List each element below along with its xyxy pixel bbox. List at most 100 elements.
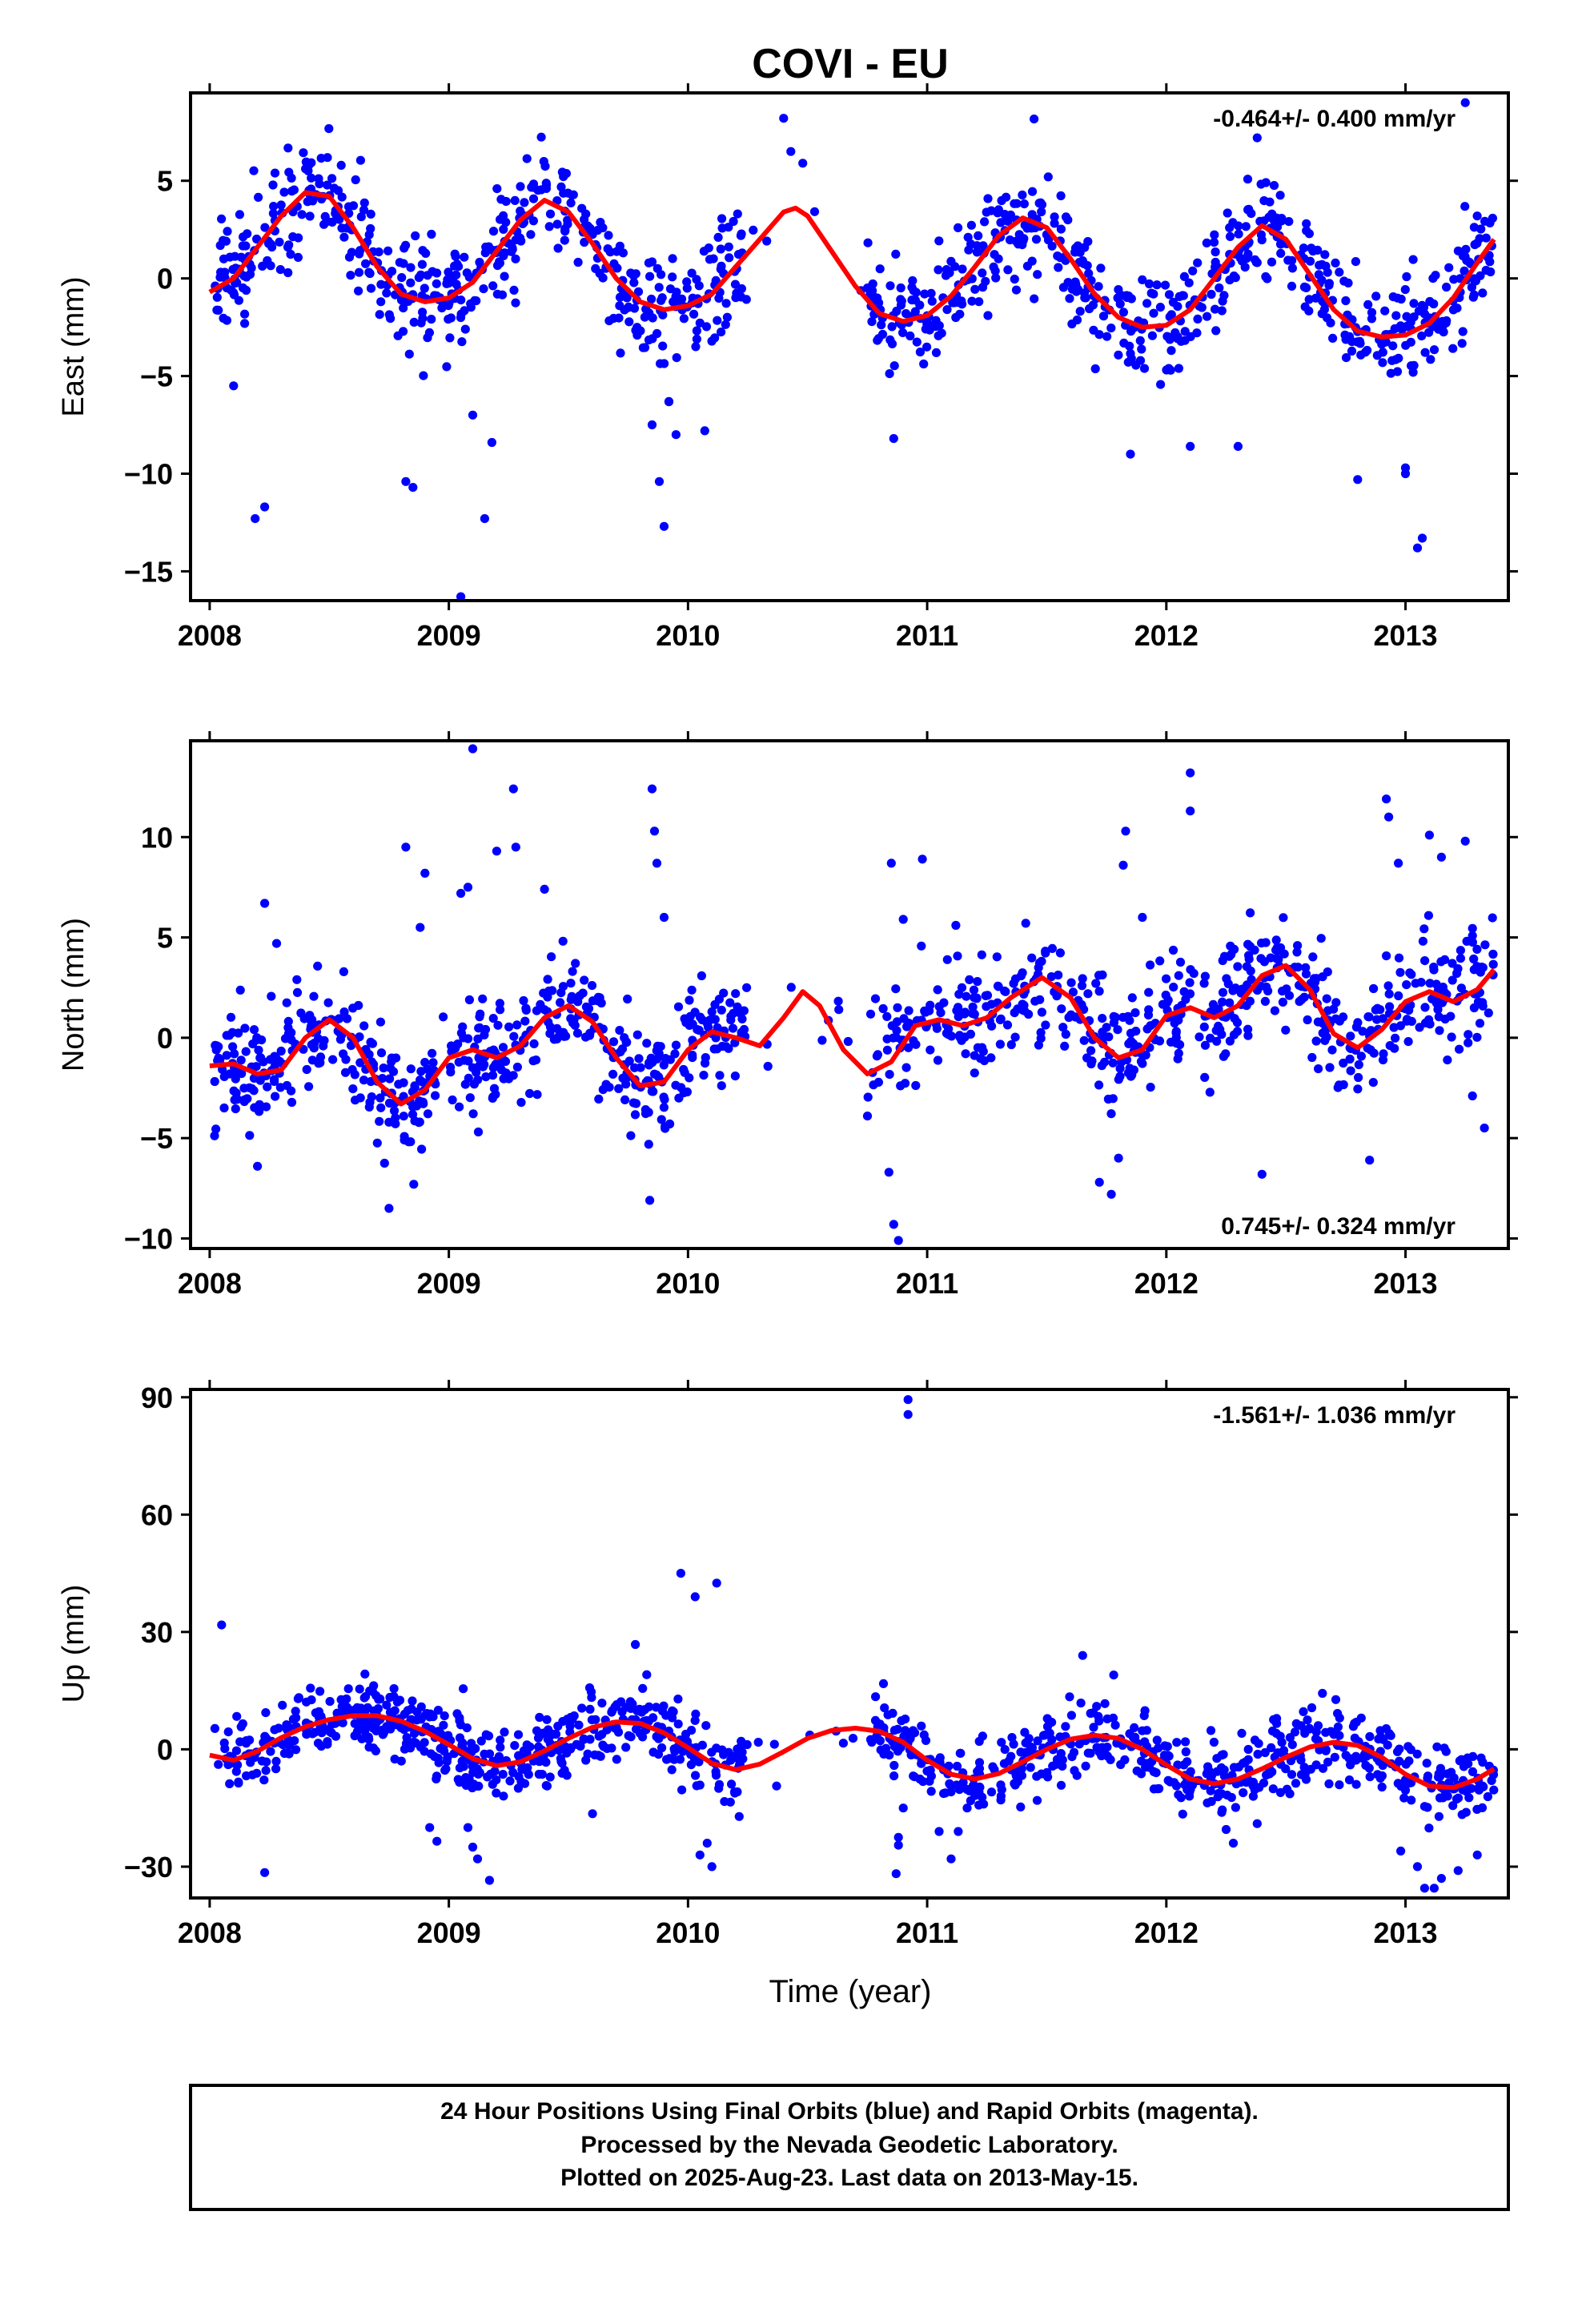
- data-point: [1118, 860, 1128, 870]
- data-point: [495, 999, 505, 1008]
- data-point: [1359, 1754, 1368, 1763]
- data-point: [1472, 211, 1482, 221]
- data-point: [543, 1735, 552, 1744]
- data-point: [871, 1692, 881, 1702]
- data-point: [1151, 1768, 1161, 1778]
- data-point: [346, 1041, 356, 1051]
- data-point: [406, 1064, 416, 1074]
- data-point: [1233, 962, 1243, 971]
- data-point: [419, 371, 428, 380]
- data-point: [1394, 991, 1403, 1001]
- data-point: [707, 1862, 717, 1872]
- data-point: [1227, 1792, 1236, 1803]
- data-point: [1218, 987, 1228, 997]
- data-point: [1078, 1651, 1087, 1660]
- data-point: [1252, 133, 1262, 143]
- data-point: [969, 985, 979, 995]
- data-point: [1205, 1088, 1215, 1097]
- data-point: [283, 267, 293, 278]
- data-point: [946, 1780, 955, 1790]
- data-point: [933, 1055, 943, 1065]
- data-point: [1346, 1066, 1355, 1076]
- data-point: [355, 155, 365, 165]
- data-point: [701, 1721, 711, 1731]
- data-point: [1017, 1764, 1026, 1774]
- data-point: [1115, 300, 1125, 309]
- data-point: [481, 242, 491, 252]
- data-point: [1456, 983, 1466, 993]
- data-point: [926, 288, 936, 298]
- data-point: [366, 283, 376, 293]
- data-point: [664, 396, 674, 406]
- data-point: [654, 476, 665, 486]
- data-point: [1090, 364, 1100, 374]
- data-point: [1475, 1019, 1485, 1028]
- data-point: [406, 1137, 416, 1147]
- data-point: [508, 243, 517, 252]
- data-point: [1209, 238, 1219, 247]
- data-point: [898, 1803, 908, 1813]
- data-point: [451, 1043, 460, 1053]
- data-point: [714, 995, 725, 1004]
- data-point: [1476, 224, 1486, 234]
- data-point: [1098, 312, 1109, 321]
- data-point: [1478, 1781, 1488, 1791]
- data-point: [636, 1063, 645, 1072]
- data-point: [1202, 238, 1211, 247]
- data-point: [642, 1670, 652, 1679]
- data-point: [682, 1087, 693, 1097]
- data-point: [1412, 1749, 1422, 1759]
- data-point: [1353, 475, 1363, 485]
- data-point: [1155, 956, 1165, 966]
- data-point: [838, 1739, 848, 1748]
- data-point: [1228, 1839, 1239, 1848]
- data-point: [408, 1696, 417, 1706]
- data-point: [1037, 207, 1046, 217]
- data-point: [1472, 1032, 1482, 1042]
- data-point: [660, 359, 669, 368]
- data-point: [737, 1736, 746, 1746]
- data-point: [479, 284, 488, 294]
- data-point: [219, 254, 229, 263]
- data-point: [423, 333, 432, 343]
- data-point: [889, 1220, 898, 1229]
- data-point: [590, 1750, 600, 1759]
- data-point: [1323, 1006, 1333, 1015]
- data-point: [721, 1042, 731, 1051]
- data-point: [1489, 1785, 1499, 1795]
- data-point: [456, 313, 466, 323]
- data-point: [726, 1011, 736, 1021]
- data-point: [225, 1069, 235, 1079]
- data-point: [1016, 1802, 1026, 1811]
- data-point: [669, 1707, 678, 1717]
- data-point: [1174, 971, 1183, 980]
- data-point: [687, 985, 697, 995]
- data-point: [1384, 812, 1394, 822]
- data-point: [1419, 1802, 1429, 1811]
- data-point: [510, 195, 520, 205]
- data-point: [292, 975, 302, 984]
- data-point: [1448, 1801, 1458, 1811]
- data-point: [260, 223, 270, 232]
- data-point: [279, 1748, 289, 1759]
- data-point: [1318, 1763, 1328, 1773]
- data-point: [1218, 955, 1227, 966]
- data-point: [306, 1683, 315, 1693]
- data-point: [862, 1112, 873, 1121]
- data-point: [1320, 250, 1330, 259]
- data-point: [513, 1730, 524, 1739]
- data-point: [270, 1075, 279, 1084]
- data-point: [1250, 255, 1260, 264]
- data-point: [339, 232, 349, 242]
- data-point: [1003, 265, 1013, 275]
- data-point: [628, 271, 639, 280]
- data-point: [869, 1080, 878, 1090]
- data-point: [1356, 350, 1366, 360]
- data-point: [725, 253, 734, 263]
- data-point: [1460, 266, 1469, 275]
- data-point: [551, 1729, 561, 1739]
- data-point: [907, 283, 917, 292]
- data-point: [724, 1747, 733, 1757]
- data-point: [1443, 1055, 1452, 1065]
- data-point: [440, 1711, 449, 1721]
